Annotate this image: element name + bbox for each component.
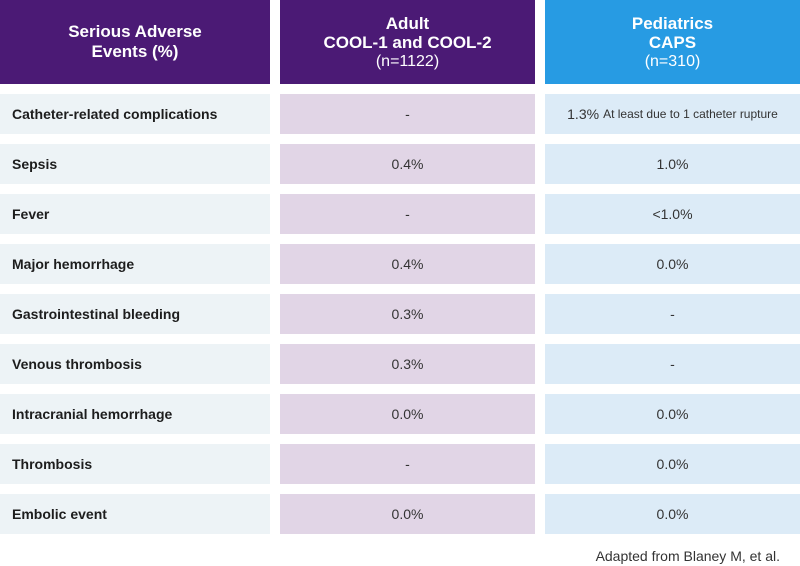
header-adult: Adult COOL-1 and COOL-2 (n=1122) (280, 0, 535, 84)
header-peds-line2: CAPS (648, 32, 697, 52)
peds-value: 1.0% (545, 144, 800, 184)
row-label: Fever (0, 194, 270, 234)
peds-value: 0.0% (545, 244, 800, 284)
adult-value: 0.0% (280, 394, 535, 434)
row-label: Gastrointestinal bleeding (0, 294, 270, 334)
peds-value: - (545, 294, 800, 334)
row-label: Embolic event (0, 494, 270, 534)
peds-value: 0.0% (545, 494, 800, 534)
column-events: Serious Adverse Events (%) Catheter-rela… (0, 0, 270, 534)
column-pediatrics: Pediatrics CAPS (n=310) 1.3% At least du… (545, 0, 800, 534)
peds-value: <1.0% (545, 194, 800, 234)
adult-value: - (280, 194, 535, 234)
header-adult-line2: COOL-1 and COOL-2 (323, 32, 492, 52)
peds-value-note: At least due to 1 catheter rupture (603, 107, 778, 121)
source-footnote: Adapted from Blaney M, et al. (595, 548, 780, 564)
adult-value: - (280, 94, 535, 134)
adult-value: 0.3% (280, 344, 535, 384)
header-events-line2: Events (%) (91, 42, 179, 61)
peds-value: 1.3% At least due to 1 catheter rupture (545, 94, 800, 134)
row-label: Catheter-related complications (0, 94, 270, 134)
header-pediatrics: Pediatrics CAPS (n=310) (545, 0, 800, 84)
row-label: Intracranial hemorrhage (0, 394, 270, 434)
header-adult-line1: Adult (385, 13, 430, 33)
adult-value: 0.4% (280, 244, 535, 284)
peds-value: - (545, 344, 800, 384)
peds-value: 0.0% (545, 394, 800, 434)
adult-value: 0.4% (280, 144, 535, 184)
adult-value: 0.3% (280, 294, 535, 334)
header-events: Serious Adverse Events (%) (0, 0, 270, 84)
row-label: Major hemorrhage (0, 244, 270, 284)
header-peds-n: (n=310) (644, 52, 701, 70)
header-peds-line1: Pediatrics (631, 13, 714, 33)
header-adult-n: (n=1122) (375, 52, 440, 70)
peds-value-text: 1.3% (567, 106, 600, 122)
row-label: Thrombosis (0, 444, 270, 484)
peds-value: 0.0% (545, 444, 800, 484)
adult-value: 0.0% (280, 494, 535, 534)
adult-value: - (280, 444, 535, 484)
row-label: Sepsis (0, 144, 270, 184)
header-events-line1: Serious Adverse (68, 22, 202, 41)
column-adult: Adult COOL-1 and COOL-2 (n=1122) - 0.4% … (280, 0, 535, 534)
row-label: Venous thrombosis (0, 344, 270, 384)
